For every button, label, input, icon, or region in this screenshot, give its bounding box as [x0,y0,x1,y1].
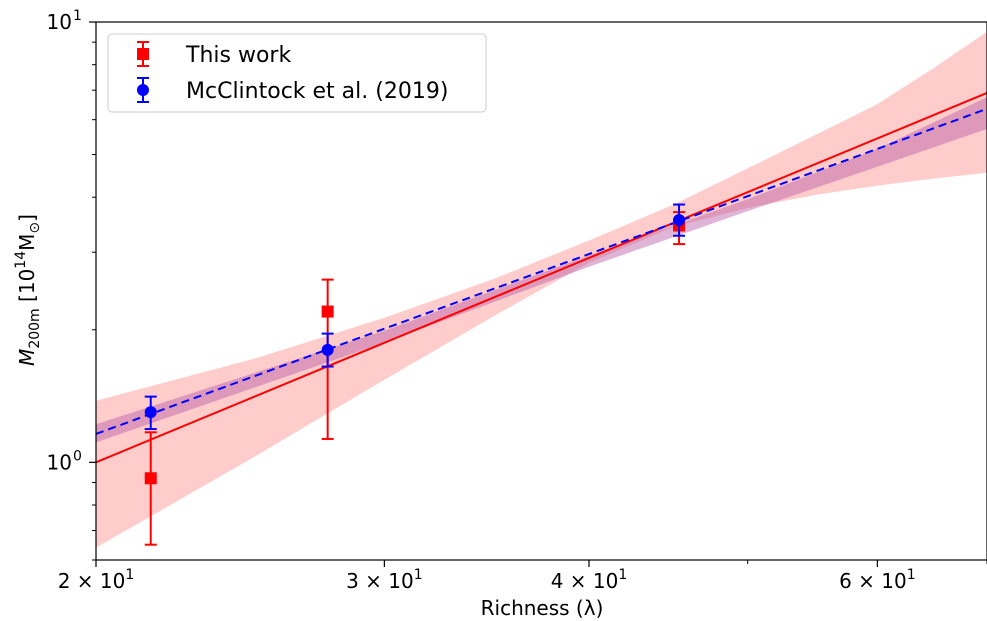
x-tick-label: 3 × 101 [346,567,423,593]
y-axis-label: M200m [1014M⊙] [13,214,43,366]
y-tick-exponent: 1 [73,8,82,24]
data-points [144,203,686,546]
legend-box [107,33,487,113]
fit-band-this-work [96,31,987,548]
fit-line-this-work [95,92,987,464]
data-point-mcclintock [321,332,334,368]
data-point-mcclintock [144,395,157,431]
x-tick-label: 2 × 101 [58,567,135,593]
legend-entry-this-work: This work [137,41,291,68]
legend-entry-mcclintock: McClintock et al. (2019) [137,77,448,104]
fit-lines [95,92,987,464]
y-tick-label: 10 [47,450,72,474]
marker-circle [144,406,157,419]
y-tick-exponent: 0 [73,448,82,464]
x-tick-label: 4 × 101 [551,567,628,593]
data-point-this-work [144,431,157,546]
marker-circle [673,214,686,227]
x-axis-ticks: 2 × 101 3 × 101 4 × 101 6 × 101 [58,560,987,593]
x-tick-label: 6 × 101 [839,567,916,593]
legend: This work McClintock et al. (2019) [107,33,487,113]
x-axis-label: Richness (λ) [481,596,604,620]
marker-square [144,472,157,485]
plot-frame [95,21,987,561]
y-tick-label: 10 [47,10,72,34]
fit-band-mcclintock [96,97,987,443]
confidence-bands [96,31,987,548]
marker-square [321,305,334,318]
fit-line-mcclintock [95,107,987,435]
legend-label-this-work: This work [185,43,291,68]
marker-circle [321,343,334,356]
data-point-mcclintock [673,203,686,237]
legend-label-mcclintock: McClintock et al. (2019) [186,79,448,104]
